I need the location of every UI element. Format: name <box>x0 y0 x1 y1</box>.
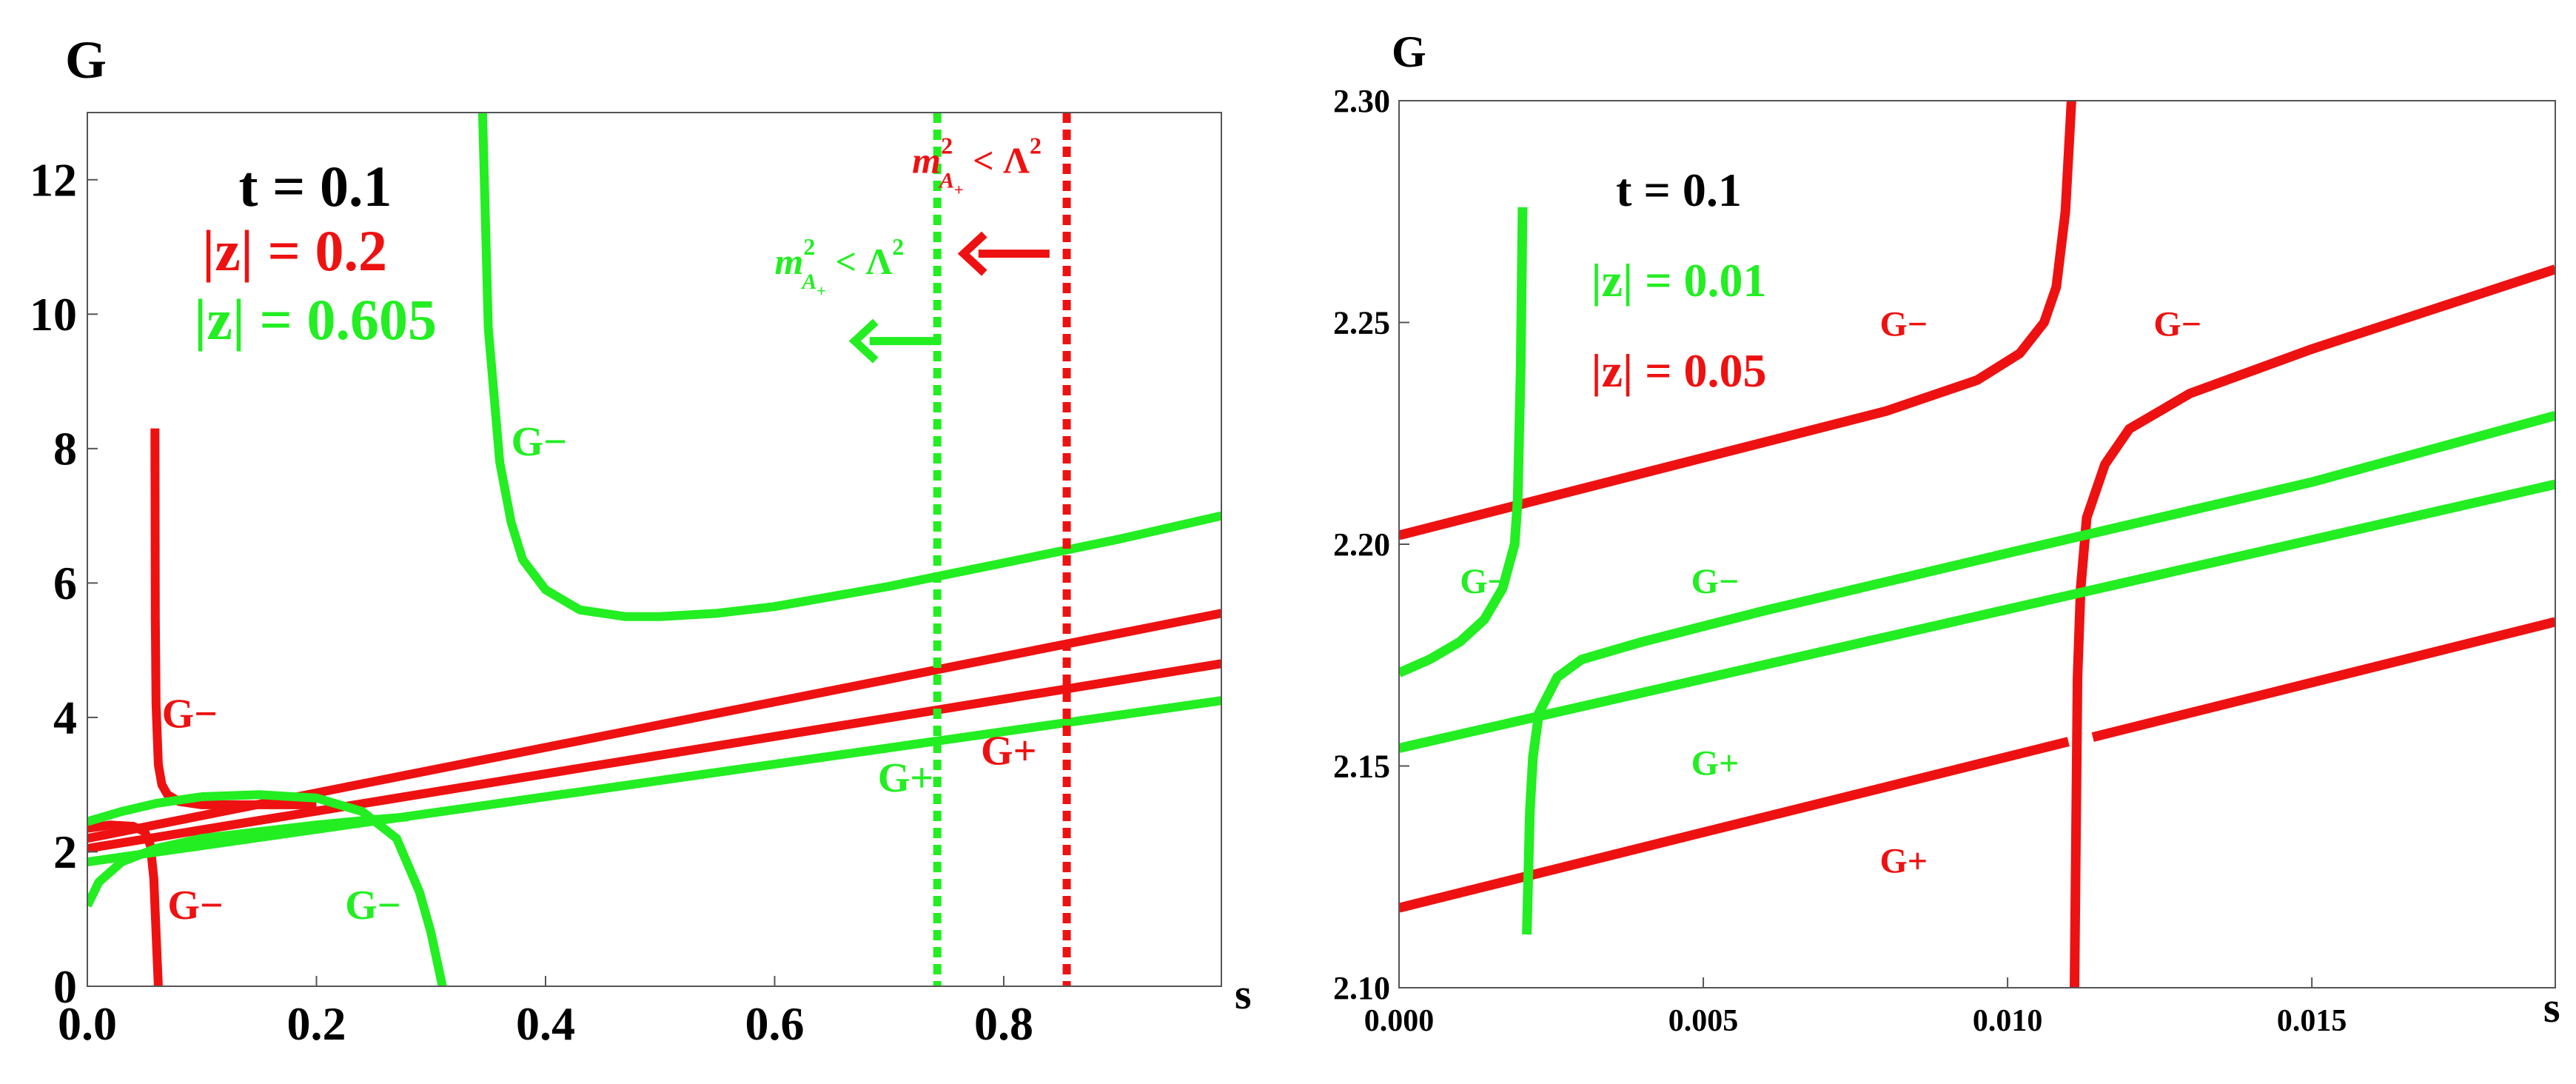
y-tick-label: 10 <box>30 288 77 341</box>
x-tick-label: 0.8 <box>974 997 1033 1050</box>
left-curves <box>87 113 1221 986</box>
curve-label: G− <box>1691 562 1740 601</box>
threshold-label: m2 A+ < Λ2 <box>912 133 1042 199</box>
left-arrows <box>848 231 1050 364</box>
x-tick-label: 0.000 <box>1364 1004 1435 1038</box>
curve-label: G− <box>511 419 567 465</box>
left-vlines <box>933 113 1071 986</box>
x-tick-label: 0.005 <box>1668 1004 1739 1038</box>
y-tick-label: 8 <box>53 423 77 475</box>
curve-label: G+ <box>1879 841 1928 880</box>
right-x-axis-label: s <box>2543 983 2560 1031</box>
series-line-5 <box>1399 479 2555 753</box>
series-line-4 <box>2070 264 2555 988</box>
y-tick-label: 6 <box>53 557 77 609</box>
series-line-1 <box>87 659 1221 853</box>
right-y-ticks: 2.10 2.15 2.20 2.25 2.30 <box>1333 83 1409 1006</box>
series-line-5 <box>87 696 1221 867</box>
y-tick-label: 4 <box>53 692 77 744</box>
x-tick-label: 0.4 <box>516 997 575 1050</box>
curve-label: G− <box>2153 304 2201 344</box>
y-tick-label: 12 <box>30 154 77 207</box>
y-tick-label: 2.25 <box>1333 304 1390 341</box>
left-legend-z-green: |z| = 0.605 <box>194 287 437 352</box>
x-tick-label: 0.6 <box>745 997 804 1050</box>
series-line-6 <box>1399 207 1528 678</box>
left-annotations: G− G− G− G− G+ G+ <box>162 419 1037 929</box>
right-y-axis-label: G <box>1392 27 1426 76</box>
curve-label: G+ <box>1691 743 1740 783</box>
series-line-6 <box>87 790 447 986</box>
y-tick-label: 2 <box>53 826 77 878</box>
y-tick-label: 0 <box>53 960 77 1013</box>
right-x-ticks: 0.000 0.005 0.010 0.015 <box>1364 977 2347 1038</box>
left-x-axis-label: s <box>1235 970 1252 1018</box>
right-legend-z-red: |z| = 0.05 <box>1591 344 1766 397</box>
series-line-7 <box>87 812 409 908</box>
curve-label: G+ <box>878 755 933 801</box>
curve-label: G− <box>167 883 223 929</box>
right-annotations: G− G− G− G− G+ G+ <box>1460 304 2201 880</box>
right-legend-z-green: |z| = 0.01 <box>1591 254 1766 307</box>
left-legend-t: t = 0.1 <box>239 154 392 218</box>
right-curves <box>1399 101 2555 988</box>
series-line-3 <box>1399 101 2076 541</box>
left-y-axis-label: G <box>65 30 107 90</box>
series-line-4 <box>87 820 163 986</box>
series-line-3 <box>150 428 317 809</box>
right-plot-frame <box>1398 100 2556 988</box>
x-tick-label: 0.010 <box>1973 1004 2043 1038</box>
y-tick-label: 2.10 <box>1333 970 1390 1006</box>
x-tick-label: 0.015 <box>2277 1004 2347 1038</box>
series-line-2 <box>2091 617 2555 742</box>
y-tick-label: 2.30 <box>1333 83 1390 119</box>
left-x-ticks: 0.0 0.2 0.4 0.6 0.8 <box>58 976 1033 1050</box>
curve-label: G− <box>1460 562 1508 601</box>
y-tick-label: 2.20 <box>1333 526 1390 563</box>
right-legend-t: t = 0.1 <box>1616 164 1742 216</box>
series-line-8 <box>477 113 1221 621</box>
series-line-1 <box>1399 737 2070 913</box>
curve-label: G− <box>345 883 400 929</box>
left-legend-z-red: |z| = 0.2 <box>202 218 387 283</box>
curve-label: G+ <box>981 728 1036 774</box>
direction-arrow <box>848 318 941 364</box>
direction-arrow <box>957 231 1050 276</box>
left-plot-frame <box>87 112 1222 987</box>
curve-label: G− <box>162 692 218 737</box>
y-tick-label: 2.15 <box>1333 748 1390 784</box>
chart-right: 2.10 2.15 2.20 2.25 2.30 0.000 0.005 0.010 0.01… <box>1333 27 2560 1038</box>
left-y-ticks: 0 2 4 6 8 10 12 <box>30 154 98 1013</box>
threshold-label: m2 A+ < Λ2 <box>774 233 904 300</box>
chart-left: 0 2 4 6 8 10 12 0.0 0.2 0.4 0.6 0.8 G s t = 0.1 |z… <box>30 30 1252 1050</box>
series-line-7 <box>1522 411 2555 935</box>
x-tick-label: 0.2 <box>286 997 346 1050</box>
x-tick-label: 0.0 <box>58 997 117 1050</box>
curve-label: G− <box>1879 304 1928 344</box>
